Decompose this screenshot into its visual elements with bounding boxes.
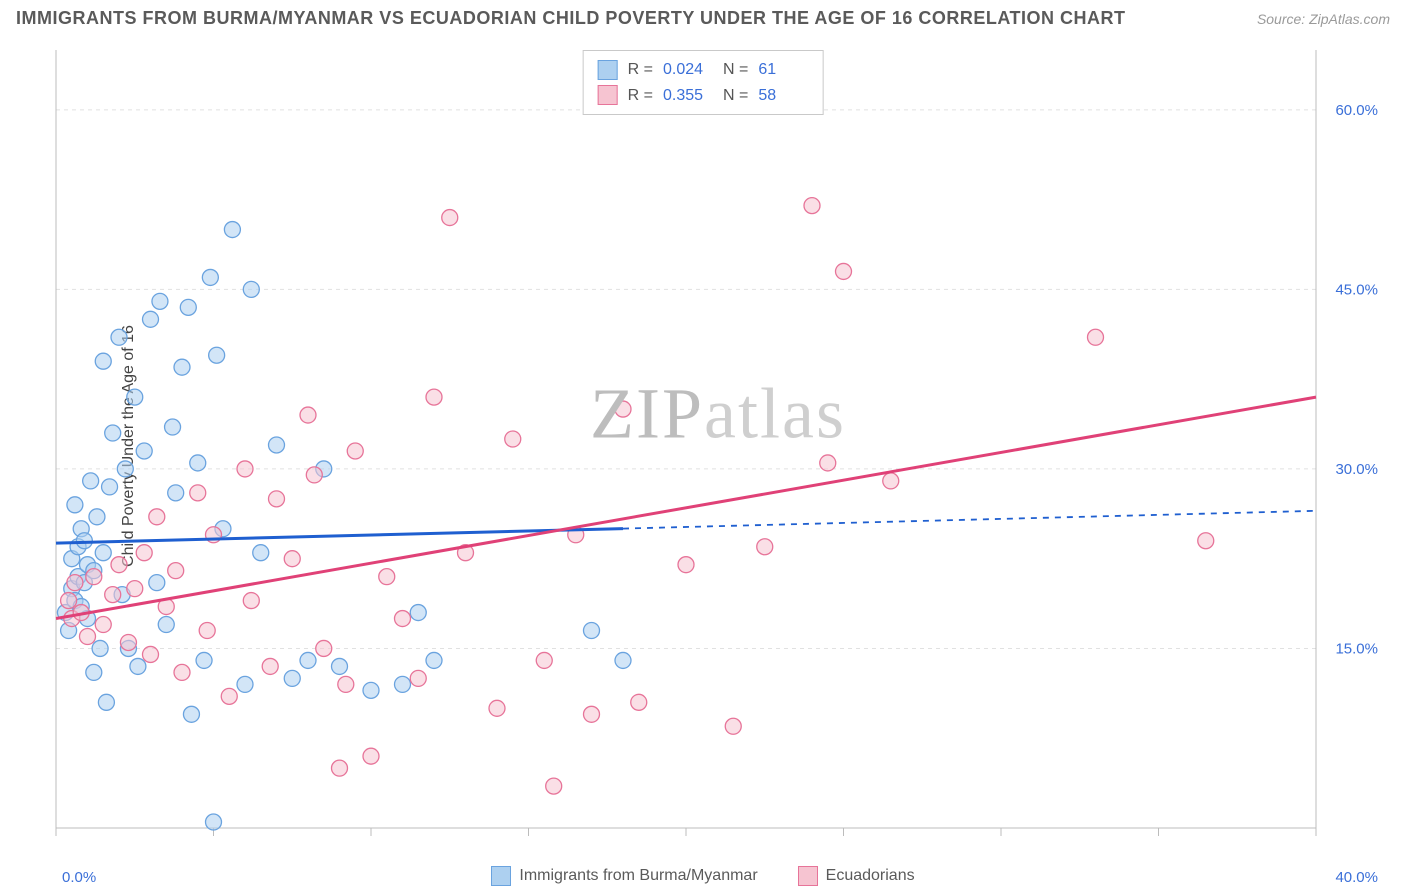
stats-row-ecuadorians: R =0.355 N =58 xyxy=(598,83,809,109)
n-value-ecuadorians: 58 xyxy=(758,83,808,109)
swatch-burma xyxy=(491,866,511,886)
r-value-burma: 0.024 xyxy=(663,57,713,83)
stats-legend: R =0.024 N =61 R =0.355 N =58 xyxy=(583,50,824,115)
swatch-ecuadorians xyxy=(798,866,818,886)
n-value-burma: 61 xyxy=(758,57,808,83)
x-axis-min: 0.0% xyxy=(62,869,96,886)
legend-label-burma: Immigrants from Burma/Myanmar xyxy=(519,867,757,885)
swatch-burma xyxy=(598,60,618,80)
r-value-ecuadorians: 0.355 xyxy=(663,83,713,109)
legend-item-ecuadorians: Ecuadorians xyxy=(798,866,915,886)
x-axis-max: 40.0% xyxy=(1335,869,1378,886)
svg-text:45.0%: 45.0% xyxy=(1335,281,1378,298)
chart-title: IMMIGRANTS FROM BURMA/MYANMAR VS ECUADOR… xyxy=(16,8,1126,29)
title-bar: IMMIGRANTS FROM BURMA/MYANMAR VS ECUADOR… xyxy=(0,0,1406,37)
legend-item-burma: Immigrants from Burma/Myanmar xyxy=(491,866,757,886)
svg-text:60.0%: 60.0% xyxy=(1335,102,1378,119)
scatter-chart: 15.0% 30.0% 45.0% 60.0% xyxy=(50,44,1386,848)
swatch-ecuadorians xyxy=(598,85,618,105)
svg-text:15.0%: 15.0% xyxy=(1335,640,1378,657)
svg-text:30.0%: 30.0% xyxy=(1335,461,1378,478)
stats-row-burma: R =0.024 N =61 xyxy=(598,57,809,83)
source-label: Source: ZipAtlas.com xyxy=(1257,11,1390,27)
plot-area: 15.0%30.0%45.0%60.0% ZIPatlas xyxy=(50,44,1386,848)
bottom-legend: Immigrants from Burma/Myanmar Ecuadorian… xyxy=(0,866,1406,886)
legend-label-ecuadorians: Ecuadorians xyxy=(826,867,915,885)
